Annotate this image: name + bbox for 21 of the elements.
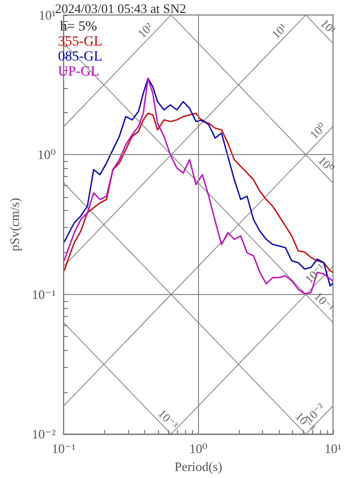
annotation: 10⁻¹: [302, 260, 328, 286]
annotation: 10¹: [318, 16, 339, 38]
text: 085-GL: [58, 50, 102, 64]
annotation: 10⁰: [306, 120, 329, 142]
annotation: 10⁻¹: [311, 289, 338, 315]
annotation: 10¹: [268, 20, 290, 42]
y-tick-label: 10¹: [38, 8, 56, 22]
text: UP-GL: [58, 64, 100, 80]
annotation: 10⁻³: [155, 406, 181, 432]
y-tick-label: 10⁰: [37, 147, 56, 162]
y-tick-label: 10⁻²: [32, 426, 56, 442]
text: 355-GL: [58, 34, 102, 50]
annotation: 10⁰: [315, 153, 338, 176]
y-tick-label: 10⁻¹: [32, 286, 56, 302]
x-tick-label: 10⁻¹: [52, 441, 76, 456]
x-tick-label: 10¹: [324, 441, 342, 456]
annotation: 10²: [134, 20, 156, 41]
y-axis-title: pSv(cm/s): [7, 198, 22, 252]
chart-title: 2024/03/01 05:43 at SN2: [55, 1, 186, 16]
x-tick-label: 10⁰: [189, 441, 208, 456]
x-axis-title: Period(s): [174, 459, 222, 474]
